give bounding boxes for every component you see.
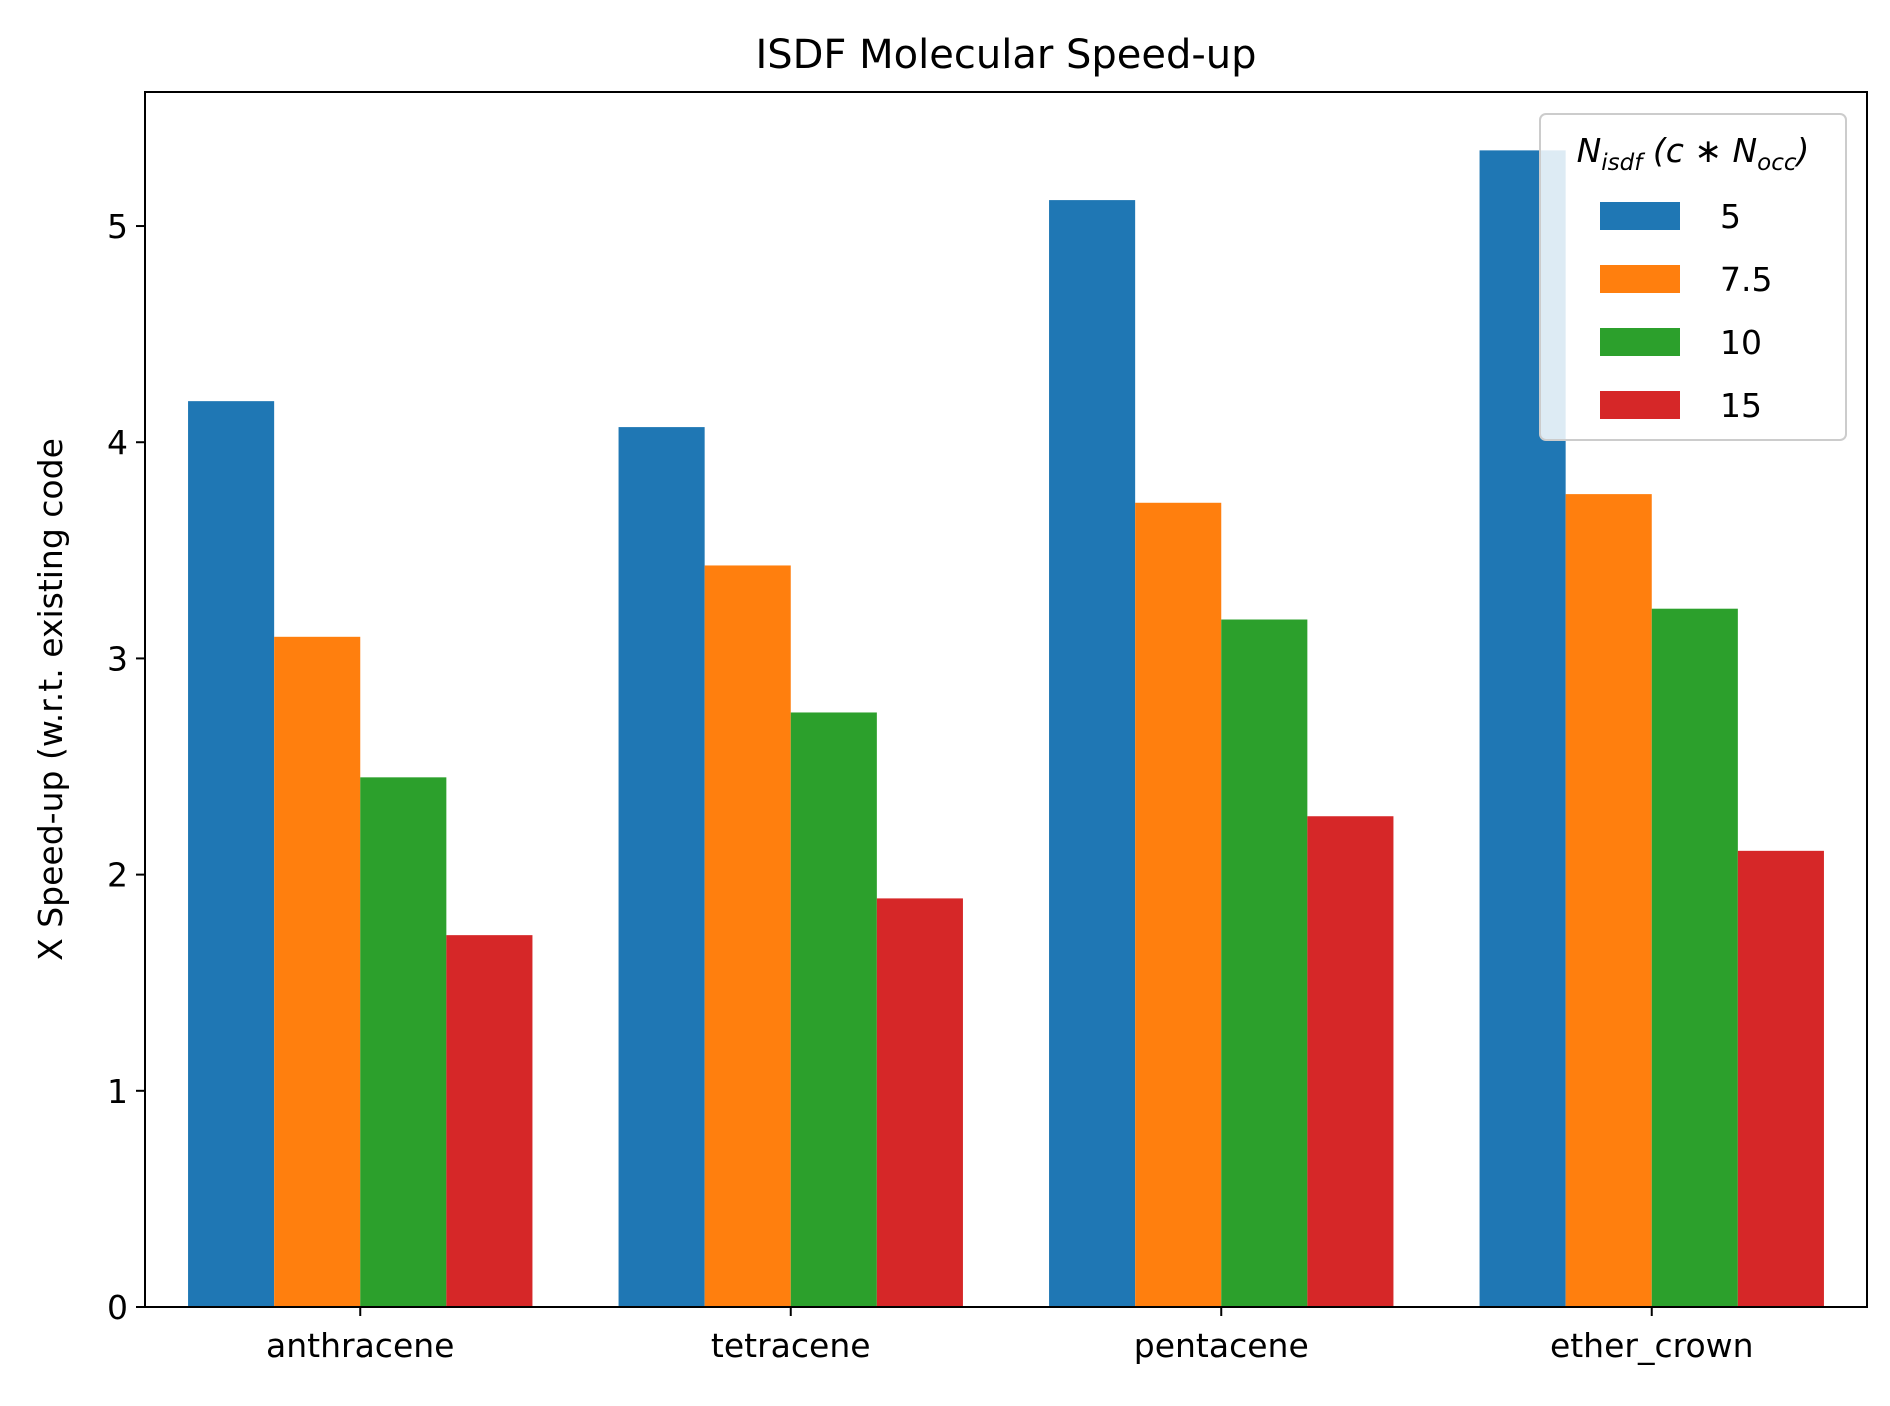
legend-swatch-15 <box>1600 391 1680 419</box>
bar-tetracene-10 <box>790 712 877 1307</box>
y-tick-label: 3 <box>107 639 128 678</box>
legend-label-5: 5 <box>1720 197 1741 236</box>
y-axis-label: X Speed-up (w.r.t. existing code <box>31 438 70 961</box>
x-tick-label: ether_crown <box>1550 1326 1754 1365</box>
y-tick-label: 1 <box>107 1072 128 1111</box>
bar-tetracene-7.5 <box>704 565 791 1307</box>
bar-anthracene-5 <box>188 401 275 1307</box>
legend-swatch-10 <box>1600 328 1680 356</box>
axes-group: 0 1 2 3 4 5 anthracene tetracene pentacene ether_… <box>107 91 1868 1365</box>
bar-tetracene-15 <box>876 898 963 1307</box>
y-tick-label: 5 <box>107 207 128 246</box>
legend: Nisdf (c ∗ Nocc) 5 7.5 10 15 <box>1539 113 1847 441</box>
legend-box <box>1539 113 1847 441</box>
bar-ether_crown-15 <box>1737 850 1824 1307</box>
bar-tetracene-5 <box>618 427 705 1308</box>
bar-anthracene-7.5 <box>274 636 361 1307</box>
legend-swatch-7.5 <box>1600 265 1680 293</box>
y-tick-label: 0 <box>107 1288 128 1327</box>
legend-label-7.5: 7.5 <box>1720 260 1772 299</box>
bars-group <box>188 150 1824 1308</box>
plot-frame <box>144 91 1868 1308</box>
bar-anthracene-10 <box>360 777 447 1307</box>
bar-anthracene-15 <box>446 935 533 1307</box>
bar-pentacene-10 <box>1221 619 1308 1307</box>
bar-ether_crown-7.5 <box>1565 494 1652 1307</box>
bar-pentacene-5 <box>1049 200 1136 1308</box>
bar-pentacene-15 <box>1307 816 1394 1307</box>
x-tick-label: pentacene <box>1134 1326 1309 1365</box>
chart-title: ISDF Molecular Speed-up <box>755 32 1256 78</box>
bar-pentacene-7.5 <box>1135 502 1222 1307</box>
legend-swatch-5 <box>1600 202 1680 230</box>
y-tick-label: 2 <box>107 856 128 895</box>
y-tick-label: 4 <box>107 423 128 462</box>
legend-title: Nisdf (c ∗ Nocc) <box>1577 131 1810 176</box>
legend-label-10: 10 <box>1720 323 1762 362</box>
bar-ether_crown-10 <box>1651 608 1738 1307</box>
x-tick-label: tetracene <box>711 1326 871 1365</box>
x-tick-label: anthracene <box>266 1326 454 1365</box>
legend-label-15: 15 <box>1720 386 1762 425</box>
